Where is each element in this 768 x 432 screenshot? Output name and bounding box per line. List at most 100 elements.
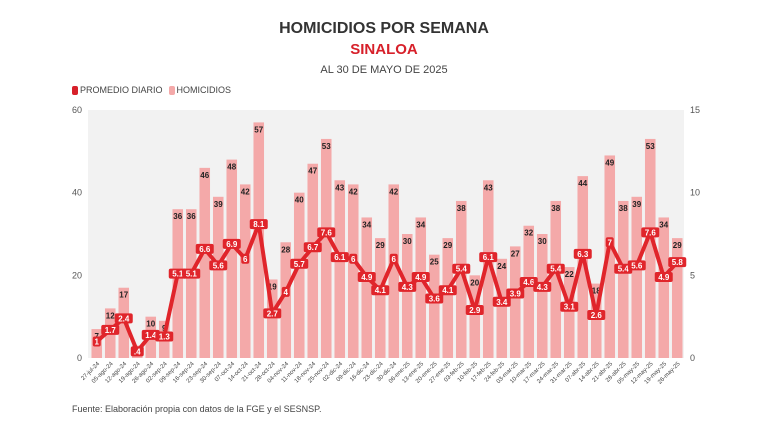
bar[interactable] <box>334 180 346 358</box>
bar[interactable] <box>280 242 292 358</box>
legend-item-homicidios[interactable]: HOMICIDIOS <box>168 85 231 95</box>
line-point[interactable] <box>155 331 174 342</box>
line-point[interactable] <box>182 268 201 279</box>
bar[interactable] <box>307 163 319 358</box>
line-point[interactable] <box>357 271 376 282</box>
line-point[interactable] <box>668 257 687 268</box>
line-point[interactable] <box>479 252 498 263</box>
line-point[interactable] <box>249 219 268 230</box>
line-point[interactable] <box>533 281 552 292</box>
bar[interactable] <box>388 184 400 358</box>
line-point[interactable] <box>389 253 398 264</box>
line-point[interactable] <box>281 286 290 297</box>
bar-value-label: 17 <box>119 291 128 300</box>
line-point[interactable] <box>560 301 579 312</box>
line-point[interactable] <box>349 253 358 264</box>
bar[interactable] <box>590 283 602 358</box>
bar[interactable] <box>374 238 386 358</box>
bar[interactable] <box>320 138 332 358</box>
line-point[interactable] <box>465 305 484 316</box>
bar-value-label: 38 <box>457 204 466 213</box>
bar-value-label: 38 <box>619 204 628 213</box>
line-value-label: 5.7 <box>294 260 306 269</box>
bar-value-label: 36 <box>173 212 182 221</box>
bar-value-label: 38 <box>551 204 560 213</box>
line-value-label: 4.9 <box>361 273 373 282</box>
line-point[interactable] <box>398 281 417 292</box>
line-point[interactable] <box>411 271 430 282</box>
bar[interactable] <box>604 155 616 358</box>
line-value-label: 6.1 <box>483 253 495 262</box>
bar[interactable] <box>617 200 629 358</box>
chart-subtitle: SINALOA <box>350 41 418 58</box>
line-point[interactable] <box>492 296 511 307</box>
line-point[interactable] <box>587 310 606 321</box>
line-value-label: 6 <box>243 255 248 264</box>
bar[interactable] <box>361 217 373 358</box>
line-value-label: 5.4 <box>456 265 468 274</box>
bar[interactable] <box>631 196 643 358</box>
line-point[interactable] <box>641 227 660 238</box>
bar[interactable] <box>550 200 562 358</box>
bar[interactable] <box>563 267 575 358</box>
line-point[interactable] <box>303 242 322 253</box>
bar[interactable] <box>469 275 481 358</box>
line-point[interactable] <box>627 260 646 271</box>
bar[interactable] <box>644 138 656 358</box>
bar[interactable] <box>496 258 508 358</box>
line-point[interactable] <box>92 336 101 347</box>
line-point[interactable] <box>605 237 614 248</box>
line-point[interactable] <box>573 248 592 259</box>
line-point[interactable] <box>506 288 525 299</box>
bar[interactable] <box>523 225 535 358</box>
line-point[interactable] <box>438 285 457 296</box>
line-point[interactable] <box>371 285 390 296</box>
bar[interactable] <box>577 176 589 358</box>
bar-value-label: 18 <box>592 287 601 296</box>
legend: PROMEDIO DIARIO HOMICIDIOS <box>72 85 234 95</box>
bar[interactable] <box>253 122 265 359</box>
bar[interactable] <box>239 184 251 358</box>
bar-value-label: 48 <box>227 163 236 172</box>
line-point[interactable] <box>546 263 565 274</box>
line-point[interactable] <box>317 227 336 238</box>
bar[interactable] <box>199 167 211 358</box>
bar[interactable] <box>293 192 305 358</box>
line-point[interactable] <box>263 308 282 319</box>
line-point[interactable] <box>222 238 241 249</box>
bar[interactable] <box>185 209 197 358</box>
bar-value-label: 46 <box>200 171 209 180</box>
line-point[interactable] <box>195 243 214 254</box>
line-point[interactable] <box>654 271 673 282</box>
left-tick-label: 0 <box>77 353 82 363</box>
bar[interactable] <box>658 217 670 358</box>
bar[interactable] <box>401 234 413 358</box>
line-point[interactable] <box>130 346 144 357</box>
bar[interactable] <box>226 159 238 358</box>
line-point[interactable] <box>101 324 120 335</box>
bar[interactable] <box>482 180 494 358</box>
bar-value-label: 42 <box>389 187 398 196</box>
line-point[interactable] <box>452 263 471 274</box>
bar[interactable] <box>172 209 184 358</box>
line-point[interactable] <box>241 253 250 264</box>
bar[interactable] <box>212 196 224 358</box>
line-point[interactable] <box>209 260 228 271</box>
bar-value-label: 49 <box>605 158 614 167</box>
legend-item-promedio[interactable]: PROMEDIO DIARIO <box>72 85 163 95</box>
bar[interactable] <box>415 217 427 358</box>
line-point[interactable] <box>290 258 309 269</box>
bar[interactable] <box>455 200 467 358</box>
line-value-label: 4.9 <box>658 273 670 282</box>
bar[interactable] <box>428 254 440 358</box>
bar[interactable] <box>442 238 454 358</box>
bar[interactable] <box>671 238 683 358</box>
bar[interactable] <box>509 246 521 358</box>
line-point[interactable] <box>425 293 444 304</box>
bar[interactable] <box>266 279 278 358</box>
line-point[interactable] <box>114 313 133 324</box>
bar[interactable] <box>347 184 359 358</box>
bar-value-label: 25 <box>430 258 439 267</box>
line-point[interactable] <box>330 252 349 263</box>
bar[interactable] <box>536 234 548 358</box>
